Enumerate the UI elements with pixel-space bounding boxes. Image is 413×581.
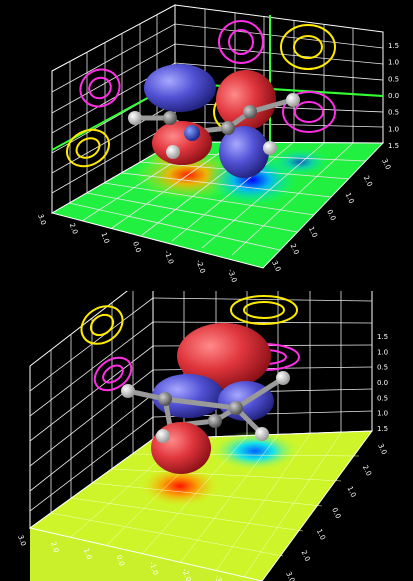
- hydrogen-atom: [128, 111, 142, 125]
- tick-label: 0.5: [377, 364, 388, 372]
- tick-label: 1.0: [82, 547, 93, 560]
- floor-grid: [50, 432, 360, 578]
- tick-label: 2.0: [68, 222, 79, 235]
- left-wall-grid: [29, 291, 154, 529]
- tick-label: 3.0: [270, 259, 282, 272]
- tick-label: 1.5: [388, 142, 399, 150]
- tick-label: -3.0: [213, 574, 225, 581]
- carbon-atom: [163, 111, 177, 125]
- carbon-atom: [229, 401, 243, 415]
- tick-label: 1.0: [344, 191, 356, 204]
- bottom-orbital-panel: 1.5 1.0 0.5 0.0 0.5 1.0 1.5 3.0 2.0 1.0 0.0 1.0 2.0…: [0, 291, 413, 581]
- tick-label: 1.0: [99, 231, 110, 244]
- tick-label: -2.0: [194, 259, 206, 275]
- tick-label: 0.0: [115, 554, 126, 567]
- tick-label: 3.0: [16, 534, 27, 547]
- tick-label: 3.0: [376, 442, 388, 455]
- carbon-atom: [243, 105, 257, 119]
- positive-lobe: [216, 70, 276, 130]
- nitrogen-atom: [184, 125, 200, 141]
- hydrogen-atom: [286, 93, 300, 107]
- hydrogen-atom: [276, 371, 290, 385]
- tick-label: 2.0: [289, 242, 301, 255]
- tick-label: 2.0: [362, 174, 374, 187]
- tick-label: 0.5: [388, 75, 399, 83]
- tick-label: -1.0: [163, 250, 175, 266]
- floor-plane: [28, 430, 374, 581]
- negative-lobe: [144, 64, 216, 112]
- top-orbital-plot: 1.5 1.0 0.5 0.0 0.5 1.0 1.5 3.0 2.0 1.0 0.0 1.0 2.0…: [36, 4, 399, 284]
- tick-label: 0.0: [377, 379, 388, 387]
- tick-label: 0.0: [330, 506, 342, 519]
- tick-label: 2.0: [361, 464, 373, 477]
- molecule: [128, 64, 300, 178]
- tick-label: 0.0: [131, 240, 142, 253]
- floor-plane: [50, 141, 385, 269]
- tick-label: 1.0: [388, 125, 399, 133]
- hydrogen-atom: [166, 145, 180, 159]
- right-axis-ticks: 1.5 1.0 0.5 0.0 0.5 1.0 1.5: [377, 333, 388, 433]
- tick-label: 3.0: [284, 570, 296, 581]
- hydrogen-atom: [255, 427, 269, 441]
- negative-lobe: [219, 126, 269, 178]
- carbon-atom: [158, 392, 172, 406]
- tick-label: 0.0: [325, 208, 337, 221]
- tick-label: 0.0: [388, 92, 399, 100]
- molecule: [121, 323, 290, 474]
- hydrogen-atom: [121, 384, 135, 398]
- tick-label: 1.0: [377, 348, 388, 356]
- tick-label: 0.5: [388, 109, 399, 117]
- bottom-orbital-plot: 1.51.00.50.00.51.01.5 3.02.01.00.01.02.0…: [16, 291, 388, 581]
- hydrogen-atom: [156, 429, 170, 443]
- tick-label: 1.5: [377, 425, 388, 433]
- tick-label: -3.0: [226, 268, 238, 284]
- positive-lobe: [177, 323, 271, 389]
- tick-label: 1.0: [388, 59, 399, 67]
- tick-label: 1.0: [315, 528, 327, 541]
- top-orbital-panel: 1.5 1.0 0.5 0.0 0.5 1.0 1.5 3.0 2.0 1.0 0.0 1.0 2.0…: [0, 0, 413, 290]
- tick-label: 3.0: [380, 157, 392, 170]
- tick-label: 2.0: [49, 541, 60, 554]
- tick-label: 1.0: [307, 225, 319, 238]
- tick-label: 2.0: [300, 549, 312, 562]
- hydrogen-atom: [263, 141, 277, 155]
- right-axis-ticks: 1.5 1.0 0.5 0.0 0.5 1.0 1.5: [388, 42, 399, 150]
- tick-label: 1.5: [377, 333, 388, 341]
- tick-label: 1.5: [388, 42, 399, 50]
- tick-label: -2.0: [180, 567, 192, 581]
- carbon-atom: [221, 121, 235, 135]
- tick-label: 1.0: [346, 485, 358, 498]
- depth-axis-ticks: 3.02.01.00.01.02.03.0: [284, 442, 388, 581]
- floor-heatmap: [138, 431, 300, 508]
- depth-axis-ticks: 3.0 2.0 1.0 0.0 1.0 2.0 3.0: [270, 157, 392, 272]
- negative-lobe: [152, 374, 224, 418]
- tick-label: 3.0: [36, 213, 47, 226]
- tick-label: 1.0: [377, 410, 388, 418]
- carbon-atom: [208, 414, 222, 428]
- tick-label: 0.5: [377, 394, 388, 402]
- positive-lobe: [152, 121, 212, 165]
